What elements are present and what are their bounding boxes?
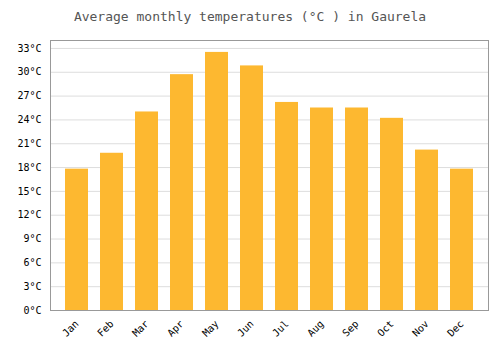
svg-text:Apr: Apr — [165, 318, 186, 339]
html-text:Average monthly temperatures (: Average monthly temperatures (°C ) in Ga… — [73, 9, 427, 24]
svg-text:Jan: Jan — [60, 318, 81, 339]
svg-text:27°C: 27°C — [17, 90, 41, 101]
svg-text:Oct: Oct — [375, 318, 396, 339]
svg-text:Aug: Aug — [305, 318, 326, 339]
svg-text:Jul: Jul — [270, 318, 291, 339]
svg-text:30°C: 30°C — [17, 66, 41, 77]
svg-text:Dec: Dec — [445, 318, 466, 339]
svg-text:12°C: 12°C — [17, 209, 41, 220]
svg-text:Nov: Nov — [410, 318, 431, 339]
svg-text:Mar: Mar — [130, 318, 151, 339]
svg-text:6°C: 6°C — [23, 257, 41, 268]
svg-text:24°C: 24°C — [17, 114, 41, 125]
svg-text:15°C: 15°C — [17, 186, 41, 197]
svg-text:Sep: Sep — [340, 318, 361, 339]
svg-text:21°C: 21°C — [17, 138, 41, 149]
svg-text:9°C: 9°C — [23, 233, 41, 244]
svg-text:Feb: Feb — [95, 318, 116, 339]
svg-text:18°C: 18°C — [17, 162, 41, 173]
svg-text:0°C: 0°C — [23, 305, 41, 316]
svg-text:Jun: Jun — [235, 318, 256, 339]
svg-text:May: May — [200, 318, 221, 339]
svg-text:33°C: 33°C — [17, 43, 41, 54]
svg-text:3°C: 3°C — [23, 281, 41, 292]
